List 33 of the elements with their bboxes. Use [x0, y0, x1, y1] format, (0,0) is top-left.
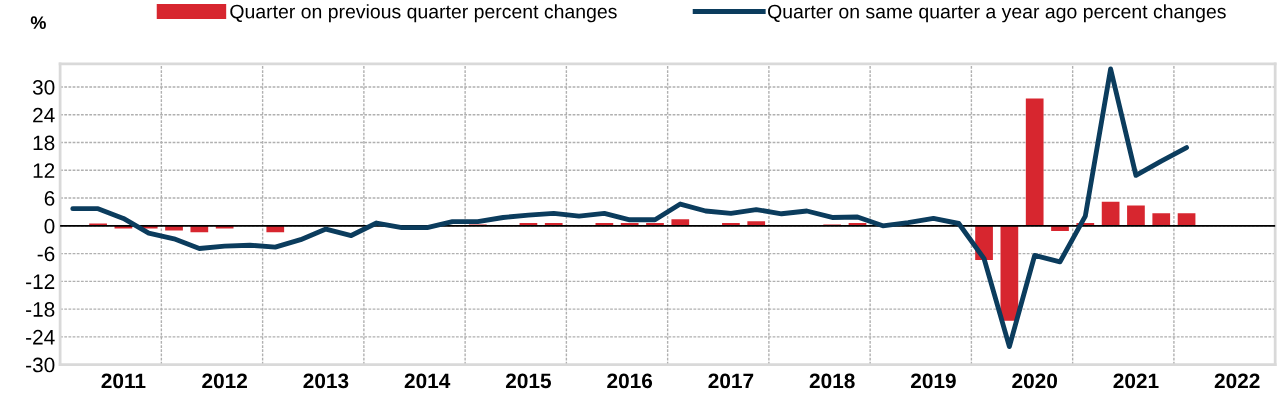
x-tick-label: 2021 — [1113, 373, 1159, 389]
y-tick-label: 0 — [44, 218, 55, 234]
x-tick-label: 2014 — [404, 373, 451, 389]
x-tick-label: 2018 — [809, 373, 855, 389]
y-tick-label: -24 — [26, 329, 55, 345]
y-tick-label: -12 — [26, 274, 55, 289]
legend-label: Quarter on same quarter a year ago percent changes — [768, 4, 1226, 23]
bar — [1101, 201, 1120, 226]
y-tick-label: 12 — [33, 163, 55, 178]
y-tick-label: -18 — [26, 302, 55, 317]
y-tick-label: 24 — [33, 107, 55, 123]
y-tick-label: -30 — [26, 357, 55, 373]
bar — [1177, 213, 1196, 226]
x-tick-label: 2020 — [1012, 373, 1058, 389]
y-tick-label: 18 — [33, 135, 55, 151]
y-axis-title: % — [30, 16, 46, 29]
x-tick-label: 2012 — [202, 373, 247, 389]
y-tick-label: 30 — [32, 80, 55, 95]
x-tick-label: 2019 — [910, 373, 956, 389]
x-tick-label: 2011 — [101, 373, 146, 389]
legend-label: Quarter on previous quarter percent changes — [230, 4, 617, 23]
line-series — [70, 66, 1189, 349]
bar — [1025, 98, 1044, 226]
x-tick-label: 2022 — [1214, 373, 1260, 389]
y-tick-label: -6 — [37, 246, 55, 262]
bar — [1127, 205, 1145, 226]
x-tick-label: 2015 — [505, 373, 552, 389]
bar — [1152, 213, 1171, 226]
x-tick-label: 2016 — [607, 373, 653, 389]
y-tick-label: 6 — [44, 191, 55, 206]
x-tick-label: 2013 — [303, 373, 349, 389]
x-tick-label: 2017 — [708, 373, 754, 389]
bar — [1000, 225, 1019, 321]
